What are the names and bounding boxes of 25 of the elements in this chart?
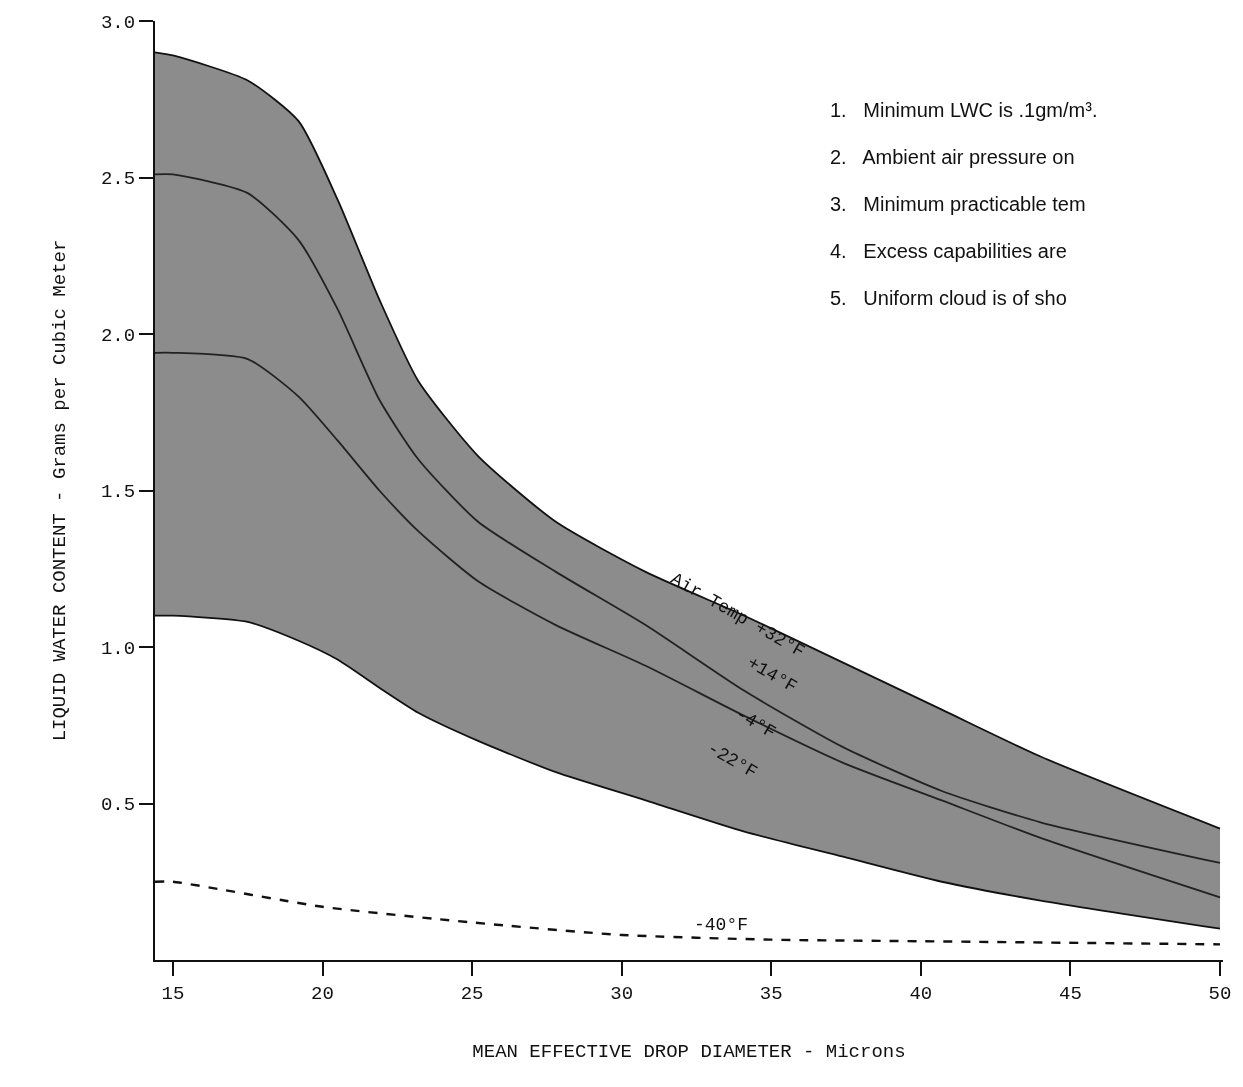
line-series xyxy=(155,351,1221,899)
x-tick-label: 50 xyxy=(1208,982,1232,1005)
annotation: -40°F xyxy=(694,915,749,935)
y-tick-label: 3.0 xyxy=(100,11,136,34)
x-tick-label: 30 xyxy=(610,982,634,1005)
y-axis-title: LIQUID WATER CONTENT - Grams per Cubic Meter xyxy=(49,239,72,742)
x-tick-label: 45 xyxy=(1059,982,1082,1005)
line-series xyxy=(155,173,1221,864)
y-tick-label: 1.0 xyxy=(100,637,136,660)
annotation: 5. Uniform cloud is of sho xyxy=(830,287,1067,309)
annotation: 4. Excess capabilities are xyxy=(830,240,1067,262)
annotation: 1. Minimum LWC is .1gm/m³. xyxy=(830,99,1098,121)
y-tick-label: 2.0 xyxy=(100,324,136,347)
y-tick-label: 2.5 xyxy=(100,168,136,191)
y-tick-label: 1.5 xyxy=(100,481,136,504)
y-tick-label: 0.5 xyxy=(100,794,136,817)
annotation: 3. Minimum practicable tem xyxy=(830,193,1086,215)
x-tick-label: 20 xyxy=(311,982,334,1005)
x-axis-title: MEAN EFFECTIVE DROP DIAMETER - Microns xyxy=(472,1041,906,1064)
x-tick-label: 35 xyxy=(759,982,783,1005)
x-tick-label: 40 xyxy=(909,982,933,1005)
annotation: 2. Ambient air pressure on xyxy=(830,146,1075,168)
x-tick-label: 15 xyxy=(161,982,185,1005)
annotation: +14°F xyxy=(743,652,801,698)
x-tick-label: 25 xyxy=(460,982,484,1005)
